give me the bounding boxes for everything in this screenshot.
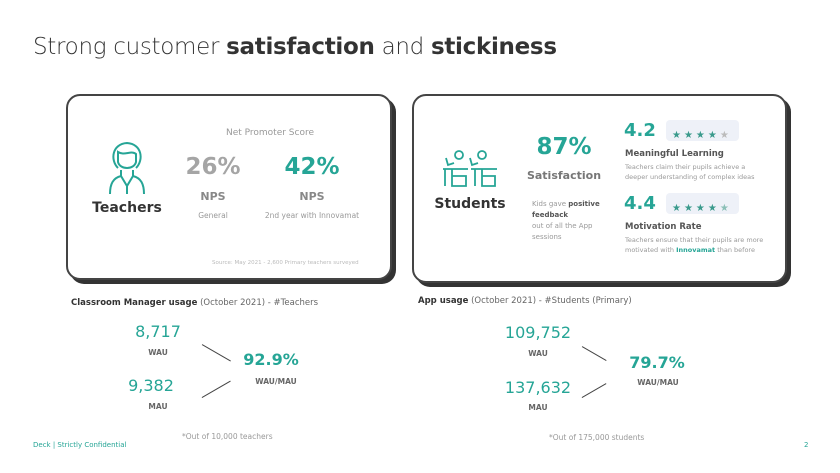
nps-source: Source: May 2021 - 2,600 Primary teacher… [212, 260, 359, 266]
connector-line [581, 383, 607, 399]
teachers-label: Teachers [92, 200, 162, 216]
nps-second-sub: 2nd year with Innovamat [264, 211, 360, 220]
connector-line [201, 380, 231, 399]
nps-general-value: 26% [185, 154, 241, 180]
app-footnote: *Out of 175,000 students [549, 433, 645, 442]
teachers-card [66, 94, 392, 280]
classroom-footnote: *Out of 10,000 teachers [182, 432, 273, 441]
star-icons: ★★★★★ [672, 203, 732, 214]
connector-line [581, 346, 607, 362]
app-ratio-value: 79.7% [629, 353, 685, 372]
nps-general-sub: General [198, 211, 228, 220]
app-wau-label: WAU [528, 349, 548, 358]
students-label: Students [434, 196, 506, 212]
app-mau-value: 137,632 [504, 378, 572, 397]
footer-confidential: Deck | Strictly Confidential [33, 441, 127, 449]
classroom-wau-value: 8,717 [135, 322, 181, 341]
satisfaction-label: Satisfaction [526, 169, 602, 182]
star-icons: ★★★★★ [672, 130, 732, 141]
satisfaction-desc: Kids gave positive feedback out of all th… [532, 200, 600, 241]
nps-general-label: NPS [200, 190, 226, 203]
classroom-ratio-value: 92.9% [243, 350, 299, 369]
connector-line [201, 344, 231, 362]
classroom-usage-title: Classroom Manager usage (October 2021) -… [71, 298, 319, 308]
rating-motivation-stars: ★★★★★ [666, 193, 739, 214]
app-wau-value: 109,752 [504, 323, 572, 342]
nps-second-value: 42% [284, 154, 340, 180]
app-usage-title: App usage (October 2021) - #Students (Pr… [418, 296, 632, 306]
app-mau-label: MAU [528, 403, 548, 412]
satisfaction-value: 87% [536, 134, 592, 160]
rating-learning-score: 4.2 [624, 120, 656, 141]
rating-motivation-score: 4.4 [624, 193, 656, 214]
app-ratio-label: WAU/MAU [637, 378, 679, 387]
rating-learning-title: Meaningful Learning [625, 149, 724, 159]
nps-heading: Net Promoter Score [225, 128, 315, 138]
classroom-wau-label: WAU [148, 348, 168, 357]
classroom-mau-value: 9,382 [128, 376, 174, 395]
nps-second-label: NPS [299, 190, 325, 203]
teacher-icon [109, 141, 145, 195]
students-icon [443, 150, 497, 187]
rating-motivation-desc: Teachers ensure that their pupils are mo… [625, 236, 764, 254]
rating-learning-stars: ★★★★★ [666, 120, 739, 141]
rating-motivation-title: Motivation Rate [625, 222, 702, 232]
page-number: 2 [804, 441, 809, 449]
classroom-ratio-label: WAU/MAU [255, 377, 297, 386]
page-title: Strong customer satisfaction and stickin… [33, 34, 557, 60]
classroom-mau-label: MAU [148, 402, 168, 411]
rating-learning-desc: Teachers claim their pupils achieve a de… [625, 163, 755, 181]
